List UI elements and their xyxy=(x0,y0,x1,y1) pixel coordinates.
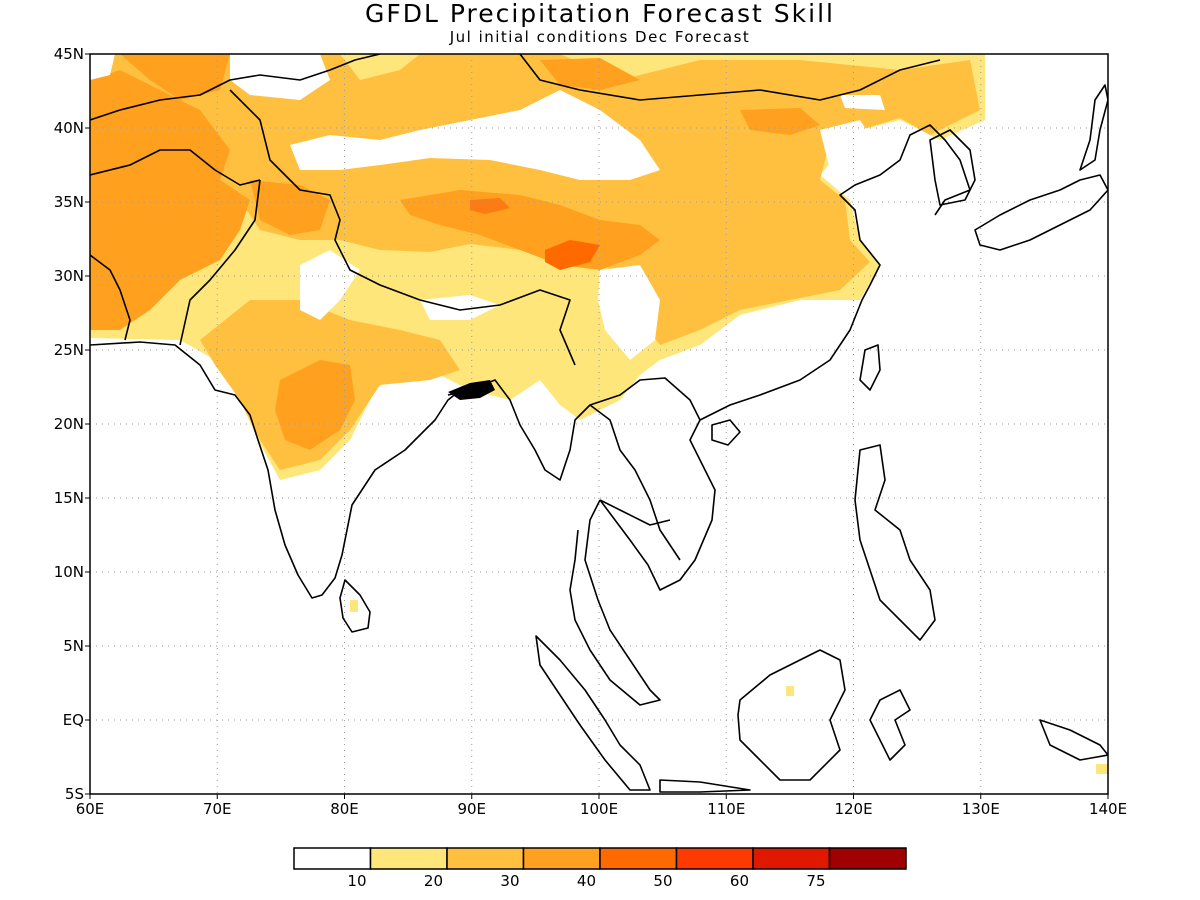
legend-label: 10 xyxy=(347,872,366,890)
legend-swatch xyxy=(522,847,601,870)
border-mekong xyxy=(589,404,681,561)
map-title: GFDL Precipitation Forecast Skill xyxy=(364,0,835,28)
coastline-malay-peninsula xyxy=(569,499,661,706)
y-tick-label: 15N xyxy=(54,489,84,507)
skill-gap-himalaya xyxy=(300,250,360,320)
coastlines xyxy=(90,54,1108,793)
coastline-sulawesi xyxy=(869,689,911,761)
skill-region-40-50-tibet xyxy=(545,240,600,270)
legend-label: 30 xyxy=(500,872,519,890)
skill-region-30-40-northwest xyxy=(120,54,230,100)
legend-swatch xyxy=(446,847,525,870)
x-tick-label: 60E xyxy=(76,800,105,818)
coastline-sri-lanka xyxy=(339,579,371,633)
border-iran-pakistan xyxy=(90,254,131,341)
skill-spot-borneo xyxy=(786,686,794,696)
y-tick-label: 5N xyxy=(63,637,84,655)
y-tick-label: 40N xyxy=(54,119,84,137)
skill-shading xyxy=(90,54,1108,774)
legend-swatch xyxy=(828,847,907,870)
map-subtitle: Jul initial conditions Dec Forecast xyxy=(449,28,751,46)
skill-spot-east xyxy=(1096,764,1108,774)
skill-gap-taklamakan xyxy=(290,90,660,180)
border-china-west xyxy=(229,89,576,366)
x-tick-label: 130E xyxy=(962,800,1000,818)
skill-gap-mongolia xyxy=(840,95,885,110)
legend-swatch xyxy=(599,847,678,870)
y-tick-label: 35N xyxy=(54,193,84,211)
border-central-asia xyxy=(90,54,381,121)
skill-gap-nepal xyxy=(420,295,500,320)
x-tick-label: 100E xyxy=(580,800,618,818)
border-china-mongolia xyxy=(519,54,941,101)
skill-region-30-40-west xyxy=(90,70,250,330)
border-thailand-cambodia xyxy=(599,499,671,526)
coastline-china-east xyxy=(699,124,971,421)
border-afghanistan xyxy=(90,149,261,186)
y-tick-label: 45N xyxy=(54,45,84,63)
coastline-hainan xyxy=(711,419,741,446)
skill-region-30-40-mongolia xyxy=(740,108,820,135)
x-tick-label: 140E xyxy=(1089,800,1127,818)
skill-gap-yunnan xyxy=(598,265,660,360)
coastline-java xyxy=(659,779,751,793)
x-tick-label: 110E xyxy=(707,800,745,818)
skill-spot-sri-lanka xyxy=(350,600,358,612)
border-pakistan-india xyxy=(179,179,261,346)
legend-label: 50 xyxy=(653,872,672,890)
y-tick-label: 10N xyxy=(54,563,84,581)
y-axis-ticks: 5S EQ 5N 10N 15N 20N 25N 30N 35N 40N 45N xyxy=(54,45,90,803)
x-tick-label: 80E xyxy=(330,800,359,818)
legend-swatch xyxy=(293,847,372,870)
coastline-bay-of-bengal xyxy=(447,377,716,591)
x-tick-label: 90E xyxy=(457,800,486,818)
color-legend: 10 20 30 40 50 60 75 xyxy=(293,847,907,890)
skill-gap-china-east xyxy=(820,120,880,185)
x-tick-label: 120E xyxy=(834,800,872,818)
legend-label: 75 xyxy=(806,872,825,890)
coastline-borneo xyxy=(737,649,846,781)
coastline-new-guinea xyxy=(1039,719,1108,761)
coastline-taiwan xyxy=(859,344,881,391)
x-axis-ticks: 60E 70E 80E 90E 100E 110E 120E 130E 140E xyxy=(76,794,1127,818)
y-tick-label: 5S xyxy=(65,785,84,803)
coastline-japan-north xyxy=(1079,84,1108,171)
ganges-delta xyxy=(448,380,495,400)
coastline-india xyxy=(90,341,459,599)
legend-swatch xyxy=(752,847,831,870)
skill-region-30-40-india xyxy=(275,360,355,450)
y-tick-label: 30N xyxy=(54,267,84,285)
coastline-korea xyxy=(929,129,976,206)
y-tick-label: 20N xyxy=(54,415,84,433)
y-tick-label: EQ xyxy=(63,711,84,729)
skill-gap-west xyxy=(90,54,115,80)
skill-region-30-40-northeast xyxy=(540,58,640,90)
legend-label: 20 xyxy=(424,872,443,890)
coastline-sumatra xyxy=(535,635,651,791)
legend-swatch xyxy=(675,847,754,870)
y-tick-label: 25N xyxy=(54,341,84,359)
legend-label: 60 xyxy=(730,872,749,890)
coastline-philippines xyxy=(854,444,936,641)
legend-swatch xyxy=(369,847,448,870)
x-tick-label: 70E xyxy=(203,800,232,818)
legend-label: 40 xyxy=(577,872,596,890)
skill-region-30-40-pakistan xyxy=(250,180,330,235)
coastline-japan xyxy=(974,174,1108,251)
